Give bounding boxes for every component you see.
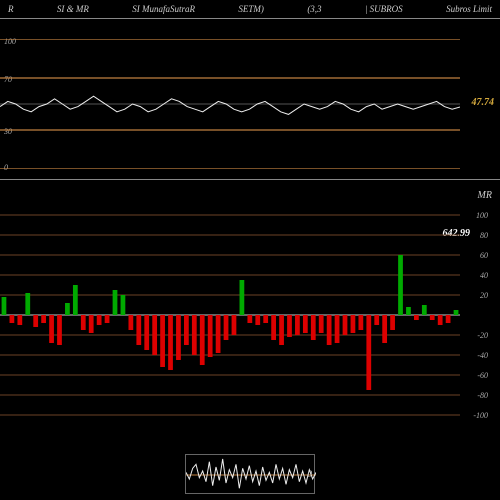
header-item: SI & MR bbox=[57, 4, 89, 14]
mini-label: 0 bbox=[308, 469, 313, 479]
mr-panel: MR 642.99 -100-80-60-40-2020406080100 bbox=[0, 190, 500, 440]
mini-chart: 0 bbox=[185, 454, 315, 494]
svg-text:-100: -100 bbox=[473, 411, 488, 420]
header-item: SETM) bbox=[238, 4, 264, 14]
header-item: | SUBROS bbox=[365, 4, 403, 14]
mr-chart: -100 -80 -60 -40 -20 20 40 60 80 100 bbox=[0, 190, 500, 440]
header-item: R bbox=[8, 4, 14, 14]
mini-chart-svg bbox=[186, 455, 316, 495]
header-row: R SI & MR SI MunafaSutraR SETM) (3,3 | S… bbox=[0, 0, 500, 18]
svg-text:40: 40 bbox=[480, 271, 488, 280]
svg-text:20: 20 bbox=[480, 291, 488, 300]
divider bbox=[0, 18, 500, 19]
svg-text:60: 60 bbox=[480, 251, 488, 260]
svg-text:-60: -60 bbox=[477, 371, 488, 380]
svg-text:-40: -40 bbox=[477, 351, 488, 360]
rsi-chart bbox=[0, 39, 460, 169]
header-item: Subros Limit bbox=[446, 4, 492, 14]
rsi-current-value: 47.74 bbox=[472, 97, 495, 108]
header-item: SI MunafaSutraR bbox=[132, 4, 195, 14]
svg-text:80: 80 bbox=[480, 231, 488, 240]
divider bbox=[0, 179, 500, 180]
rsi-panel: 100 70 30 0 47.74 bbox=[0, 39, 500, 169]
header-item: (3,3 bbox=[307, 4, 321, 14]
svg-text:100: 100 bbox=[476, 211, 488, 220]
svg-text:-80: -80 bbox=[477, 391, 488, 400]
svg-text:-20: -20 bbox=[477, 331, 488, 340]
